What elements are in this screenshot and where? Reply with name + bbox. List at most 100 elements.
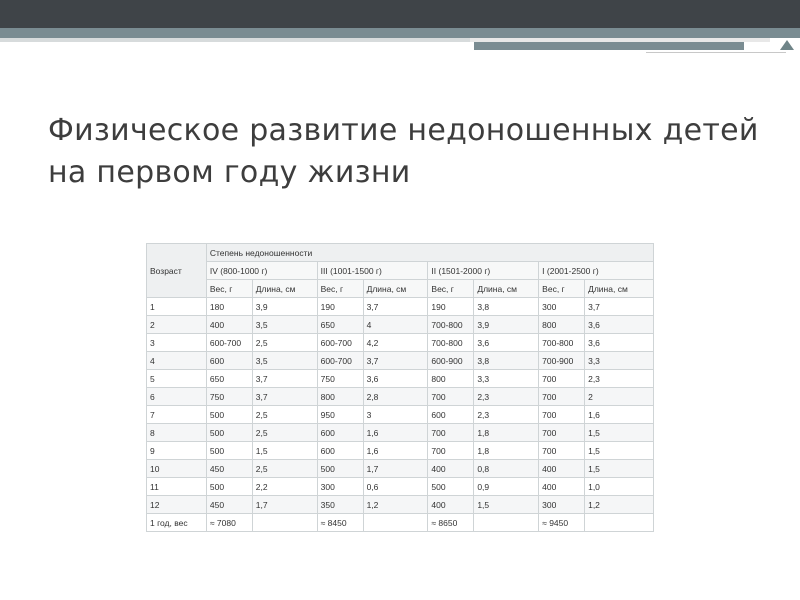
group-header-iv: IV (800-1000 г) [205,261,318,280]
table-cell [362,513,429,532]
table-cell: 1,2 [362,495,429,514]
table-cell: 700 [427,441,475,460]
table-cell: 3,9 [473,315,540,334]
top-light-strip-right [470,38,770,42]
table-row: 5 650 3,7 750 3,6 800 3,3 700 2,3 [146,369,654,388]
age-cell: 1 год, вес [146,513,207,532]
table-cell: 400 [427,495,475,514]
weight-header: Вес, г [205,279,253,298]
table-cell: 2,5 [251,333,318,352]
table-cell: 350 [316,495,364,514]
table-row: 12 450 1,7 350 1,2 400 1,5 300 1,2 [146,495,654,514]
table-cell: ≈ 7080 [205,513,253,532]
table-cell: 2,3 [473,405,540,424]
top-dark-bar [0,0,800,28]
table-cell: 300 [538,297,586,316]
age-cell: 3 [146,333,207,352]
table-cell: ≈ 8450 [316,513,364,532]
table-cell: 1,6 [362,441,429,460]
table-cell: 1,2 [584,495,654,514]
table-cell: 800 [427,369,475,388]
table-cell: 700-800 [538,333,586,352]
weight-header: Вес, г [538,279,586,298]
table-cell: 600 [205,351,253,370]
table-cell: 400 [205,315,253,334]
group-header-iii: III (1001-1500 г) [316,261,429,280]
table-cell: 600-700 [316,351,364,370]
table-cell: 1,5 [251,441,318,460]
table-cell: 3,8 [473,297,540,316]
table-cell: 600 [316,423,364,442]
table-cell: 500 [427,477,475,496]
age-cell: 9 [146,441,207,460]
table-cell: 1,6 [584,405,654,424]
table-cell: 3,7 [362,297,429,316]
age-cell: 7 [146,405,207,424]
table-cell: 2,5 [251,423,318,442]
table-cell: 700 [538,387,586,406]
table-body: 1 180 3,9 190 3,7 190 3,8 300 3,7 2 400 3,5 650 4 700-… [146,297,654,532]
age-cell: 2 [146,315,207,334]
table-cell: 3,5 [251,351,318,370]
table-cell: 3,7 [362,351,429,370]
table-cell: 600-700 [316,333,364,352]
table-cell: ≈ 9450 [538,513,586,532]
age-cell: 4 [146,351,207,370]
table-cell: 700 [538,441,586,460]
weight-header: Вес, г [427,279,475,298]
age-cell: 6 [146,387,207,406]
table-cell: 190 [316,297,364,316]
age-cell: 8 [146,423,207,442]
table-cell: 2 [584,387,654,406]
development-table-container: Возраст Степень недоношенности IV (800-1… [146,243,655,532]
table-cell: 950 [316,405,364,424]
table-cell: 1,7 [251,495,318,514]
table-cell: 700-900 [538,351,586,370]
group-header-i: I (2001-2500 г) [538,261,654,280]
table-cell: 3,6 [473,333,540,352]
table-cell: 450 [205,495,253,514]
table-cell: 400 [538,459,586,478]
table-cell: 500 [205,423,253,442]
table-cell: 2,8 [362,387,429,406]
table-cell: 600 [316,441,364,460]
table-cell: 1,5 [584,441,654,460]
table-row: 8 500 2,5 600 1,6 700 1,8 700 1,5 [146,423,654,442]
length-header: Длина, см [362,279,429,298]
table-cell: 500 [205,405,253,424]
table-cell: 190 [427,297,475,316]
table-cell: 600-700 [205,333,253,352]
table-cell: 600 [427,405,475,424]
table-cell: 3,5 [251,315,318,334]
table-cell: 800 [316,387,364,406]
table-cell: 3,7 [251,369,318,388]
length-header: Длина, см [473,279,540,298]
age-cell: 12 [146,495,207,514]
table-cell: 3,7 [584,297,654,316]
table-cell: 0,9 [473,477,540,496]
table-row: 7 500 2,5 950 3 600 2,3 700 1,6 [146,405,654,424]
degree-header: Степень недоношенности [205,243,655,262]
table-cell: 3,3 [473,369,540,388]
table-cell: 3,6 [362,369,429,388]
table-cell: 1,5 [584,423,654,442]
table-cell: 500 [205,441,253,460]
table-row: 3 600-700 2,5 600-700 4,2 700-800 3,6 700-800 3,… [146,333,654,352]
table-cell: 2,3 [584,369,654,388]
table-cell: 700-800 [427,315,475,334]
table-cell: 180 [205,297,253,316]
weight-header: Вес, г [316,279,364,298]
table-cell: 0,6 [362,477,429,496]
table-cell: 650 [316,315,364,334]
table-cell: 1,5 [584,459,654,478]
group-header-ii: II (1501-2000 г) [427,261,540,280]
table-cell: 3,6 [584,315,654,334]
table-cell: ≈ 8650 [427,513,475,532]
table-cell: 750 [205,387,253,406]
table-cell: 1,5 [473,495,540,514]
table-cell: 3,9 [251,297,318,316]
length-header: Длина, см [251,279,318,298]
age-cell: 5 [146,369,207,388]
table-cell: 700 [538,369,586,388]
table-cell: 400 [538,477,586,496]
